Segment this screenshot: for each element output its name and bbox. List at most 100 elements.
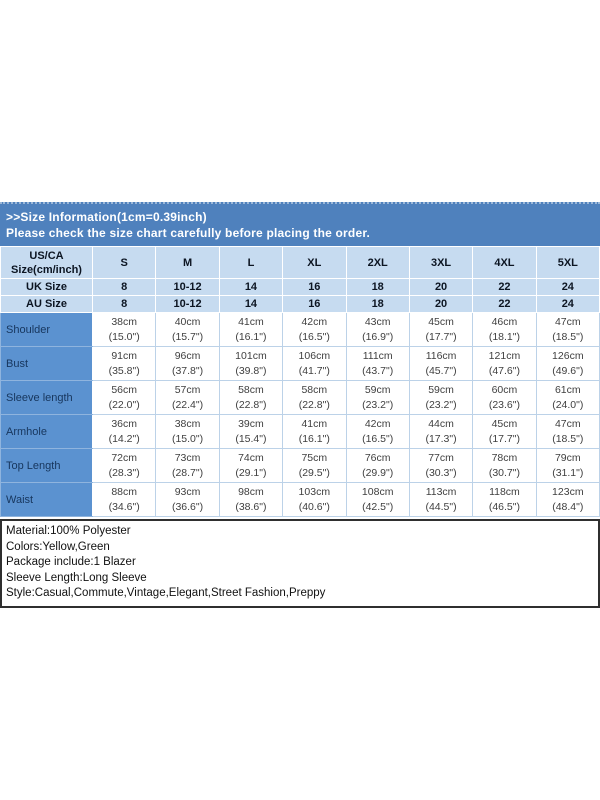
measurement-inch: (44.5"): [425, 500, 457, 513]
measurement-cm: 42cm: [301, 315, 328, 328]
uk-size-value: 18: [345, 278, 410, 296]
au-size-row: AU Size 8 10-12 14 16 18 20 22 24: [0, 295, 600, 313]
size-header-cell: L: [218, 246, 284, 279]
detail-line: Material:100% Polyester: [6, 525, 131, 537]
measurement-cm: 36cm: [111, 417, 138, 430]
measurement-value-cell: 59cm (23.2"): [408, 380, 474, 415]
detail-line: Sleeve Length:Long Sleeve: [6, 571, 147, 584]
uk-size-value: 14: [218, 278, 284, 296]
measurement-inch: (18.1"): [488, 330, 521, 343]
measurement-value-cell: 72cm (28.3"): [91, 448, 157, 483]
measurement-inch: (16.1"): [298, 432, 330, 445]
measurement-cm: 59cm: [364, 383, 391, 396]
measurement-value-cell: 61cm (24.0"): [535, 380, 600, 415]
measurement-cm: 118cm: [489, 485, 520, 498]
uk-size-label: UK Size: [0, 278, 93, 296]
measurement-inch: (24.0"): [552, 398, 584, 411]
measurement-cm: 47cm: [554, 417, 581, 430]
measurement-row: Top Length 72cm (28.3") 73cm (28.7") 74cm (29.…: [0, 448, 600, 483]
measurement-cm: 59cm: [428, 383, 454, 396]
measurement-value-cell: 75cm (29.5"): [282, 448, 347, 483]
measurement-inch: (46.5"): [488, 500, 521, 513]
banner-subtitle: Please check the size chart carefully be…: [6, 226, 371, 240]
measurement-inch: (39.8"): [235, 364, 267, 377]
measurement-value-cell: 108cm (42.5"): [345, 482, 410, 517]
measurement-cm: 41cm: [301, 417, 328, 430]
measurement-value-cell: 79cm (31.1"): [535, 448, 600, 483]
measurement-cm: 44cm: [428, 417, 454, 430]
uk-size-value: 24: [535, 278, 600, 296]
measurement-inch: (41.7"): [298, 364, 330, 377]
measurement-inch: (34.6"): [108, 500, 140, 513]
uk-size-value: 8: [91, 278, 157, 296]
measurement-value-cell: 38cm (15.0"): [155, 414, 220, 449]
measurement-cm: 74cm: [238, 451, 264, 464]
measurement-value-cell: 56cm (22.0"): [91, 380, 157, 415]
measurement-inch: (28.7"): [171, 466, 204, 479]
size-info-banner: >>Size Information(1cm=0.39inch) Please …: [0, 202, 600, 246]
measurement-inch: (15.0"): [171, 432, 204, 445]
measurement-inch: (15.7"): [171, 330, 204, 343]
corner-header: US/CA Size(cm/inch): [0, 246, 93, 279]
measurement-cm: 38cm: [174, 417, 201, 430]
measurement-cm: 38cm: [111, 315, 138, 328]
measurement-inch: (17.7"): [425, 330, 457, 343]
measurement-inch: (49.6"): [552, 364, 584, 377]
measurements-body: Shoulder 38cm (15.0") 40cm (15.7") 41cm (16.1"…: [0, 312, 600, 517]
measurement-inch: (45.7"): [425, 364, 457, 377]
measurement-value-cell: 96cm (37.8"): [155, 346, 220, 381]
uk-size-value: 20: [408, 278, 474, 296]
au-size-value: 10-12: [155, 295, 220, 313]
measurement-value-cell: 60cm (23.6"): [472, 380, 537, 415]
measurement-cm: 116cm: [425, 349, 457, 362]
product-details-box: Material:100% Polyester Colors:Yellow,Gre…: [0, 519, 600, 608]
measurement-value-cell: 113cm (44.5"): [408, 482, 474, 517]
banner-title: >>Size Information(1cm=0.39inch): [6, 210, 207, 224]
measurement-inch: (36.6"): [171, 500, 204, 513]
measurement-cm: 121cm: [488, 349, 521, 362]
measurement-value-cell: 118cm (46.5"): [472, 482, 537, 517]
measurement-inch: (16.5"): [298, 330, 330, 343]
measurement-inch: (29.1"): [235, 466, 267, 479]
uk-size-value: 16: [282, 278, 347, 296]
size-header-cell: 5XL: [535, 246, 600, 279]
measurement-cm: 58cm: [301, 383, 328, 396]
measurement-cm: 61cm: [554, 383, 581, 396]
measurement-inch: (40.6"): [298, 500, 330, 513]
uk-size-row: UK Size 8 10-12 14 16 18 20 22 24: [0, 278, 600, 296]
au-size-value: 8: [91, 295, 157, 313]
measurement-cm: 60cm: [491, 383, 518, 396]
measurement-cm: 76cm: [364, 451, 391, 464]
measurement-cm: 45cm: [428, 315, 454, 328]
measurement-value-cell: 41cm (16.1"): [282, 414, 347, 449]
measurement-inch: (17.7"): [488, 432, 521, 445]
measurement-cm: 73cm: [174, 451, 201, 464]
au-size-value: 20: [408, 295, 474, 313]
measurement-inch: (23.2"): [425, 398, 457, 411]
measurement-cm: 58cm: [238, 383, 264, 396]
size-header-row: US/CA Size(cm/inch) S M L XL 2XL 3XL 4XL 5XL: [0, 246, 600, 279]
measurement-cm: 40cm: [174, 315, 201, 328]
measurement-inch: (18.5"): [552, 432, 584, 445]
measurement-cm: 106cm: [298, 349, 331, 362]
uk-size-value: 22: [472, 278, 537, 296]
au-size-value: 14: [218, 295, 284, 313]
measurement-row: Sleeve length 56cm (22.0") 57cm (22.4") 58cm (…: [0, 380, 600, 415]
measurement-value-cell: 42cm (16.5"): [282, 312, 347, 347]
measurement-inch: (48.4"): [552, 500, 584, 513]
measurement-cm: 75cm: [301, 451, 328, 464]
measurement-value-cell: 123cm (48.4"): [535, 482, 600, 517]
measurement-value-cell: 106cm (41.7"): [282, 346, 347, 381]
measurement-inch: (23.2"): [362, 398, 394, 411]
measurement-cm: 72cm: [111, 451, 138, 464]
measurement-value-cell: 46cm (18.1"): [472, 312, 537, 347]
measurement-value-cell: 91cm (35.8"): [91, 346, 157, 381]
measurement-cm: 46cm: [491, 315, 518, 328]
measurement-value-cell: 88cm (34.6"): [91, 482, 157, 517]
measurement-inch: (30.7"): [488, 466, 521, 479]
size-header-cell: S: [91, 246, 157, 279]
measurement-value-cell: 101cm (39.8"): [218, 346, 284, 381]
measurement-cm: 39cm: [238, 417, 264, 430]
measurement-inch: (29.5"): [298, 466, 330, 479]
measurement-value-cell: 57cm (22.4"): [155, 380, 220, 415]
